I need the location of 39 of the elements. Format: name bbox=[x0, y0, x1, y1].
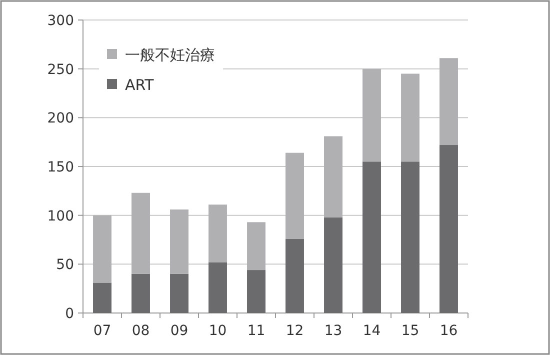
bar bbox=[247, 270, 266, 313]
bar bbox=[324, 217, 342, 313]
x-tick-label: 10 bbox=[208, 323, 227, 339]
x-tick-label: 09 bbox=[170, 323, 188, 339]
bar bbox=[132, 274, 150, 313]
bar bbox=[324, 136, 342, 218]
bar bbox=[170, 209, 188, 274]
x-tick-label: 16 bbox=[440, 323, 458, 339]
bar bbox=[132, 192, 150, 274]
bar bbox=[93, 282, 112, 313]
bar bbox=[286, 152, 304, 239]
y-tick-label: 100 bbox=[47, 208, 74, 224]
bar bbox=[170, 274, 188, 313]
bar bbox=[401, 162, 420, 313]
bar bbox=[401, 74, 420, 162]
legend-label: ART bbox=[125, 76, 155, 94]
x-tick-label: 13 bbox=[324, 323, 342, 339]
bar bbox=[286, 238, 304, 313]
bar bbox=[362, 68, 381, 162]
bar bbox=[247, 222, 266, 270]
x-tick-label: 08 bbox=[132, 323, 150, 339]
bar bbox=[208, 262, 227, 313]
bar bbox=[93, 215, 112, 283]
bar bbox=[208, 204, 227, 262]
y-tick-label: 200 bbox=[47, 110, 74, 127]
y-tick-label: 250 bbox=[47, 62, 74, 78]
bar bbox=[440, 58, 458, 146]
x-tick-label: 07 bbox=[93, 323, 112, 339]
x-tick-label: 15 bbox=[401, 323, 420, 339]
bar bbox=[440, 145, 458, 313]
x-tick-label: 11 bbox=[247, 323, 266, 339]
legend-label: 一般不妊治療 bbox=[125, 46, 215, 64]
bar bbox=[362, 162, 381, 313]
y-tick-label: 50 bbox=[56, 257, 74, 274]
x-tick-label: 14 bbox=[362, 323, 381, 339]
y-tick-label: 300 bbox=[47, 13, 74, 29]
x-tick-label: 12 bbox=[286, 323, 304, 339]
y-tick-label: 0 bbox=[65, 306, 74, 322]
y-tick-label: 150 bbox=[47, 160, 74, 176]
